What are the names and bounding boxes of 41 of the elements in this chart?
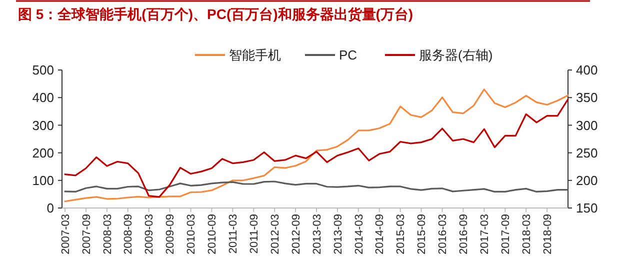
y-tick-label: 200 [32, 145, 54, 160]
x-tick-label: 2013-03 [311, 214, 324, 254]
x-tick-label: 2008-09 [122, 214, 135, 254]
x-tick-label: 2016-09 [458, 214, 470, 254]
x-tick-label: 2015-03 [395, 214, 408, 254]
x-tick-label: 2011-03 [228, 214, 240, 254]
x-tick-label: 2010-09 [206, 214, 219, 254]
x-tick-label: 2007-09 [80, 214, 93, 254]
x-tick-label: 2014-09 [374, 214, 386, 254]
legend-label: 服务器(右轴) [419, 48, 493, 63]
x-tick-label: 2015-09 [416, 214, 428, 254]
x-tick-label: 2010-03 [186, 214, 198, 254]
x-tick-label: 2018-03 [520, 214, 533, 254]
x-tick-label: 2011-09 [248, 214, 260, 254]
x-tick-label: 2014-03 [353, 214, 366, 254]
y2-tick-label: 300 [576, 118, 598, 133]
legend-label: PC [339, 48, 358, 63]
y2-tick-label: 250 [576, 145, 598, 160]
y-tick-label: 400 [32, 90, 54, 106]
x-tick-label: 2008-03 [102, 214, 114, 254]
chart-title: 图 5：全球智能手机(百万个)、PC(百万台)和服务器出货量(万台) [18, 6, 414, 22]
legend-label: 智能手机 [229, 48, 281, 63]
y-tick-label: 100 [32, 172, 54, 188]
x-tick-label: 2012-03 [269, 214, 282, 254]
y-tick-label: 500 [32, 62, 54, 78]
y-tick-label: 300 [32, 118, 54, 133]
x-tick-label: 2016-03 [437, 214, 450, 254]
y2-tick-label: 200 [576, 172, 598, 188]
x-tick-label: 2009-09 [164, 214, 177, 254]
y2-tick-label: 400 [576, 62, 598, 78]
y2-tick-label: 350 [576, 90, 598, 106]
x-tick-label: 2013-09 [332, 214, 344, 254]
y-tick-label: 0 [46, 200, 54, 216]
x-tick-label: 2012-09 [290, 214, 302, 254]
x-tick-label: 2017-03 [479, 214, 492, 254]
line-series [64, 180, 569, 193]
x-tick-label: 2018-09 [542, 214, 554, 254]
y2-tick-label: 150 [576, 200, 598, 216]
x-tick-label: 2009-03 [144, 214, 156, 254]
x-tick-label: 2017-09 [500, 214, 512, 254]
x-tick-label: 2007-03 [60, 214, 72, 254]
